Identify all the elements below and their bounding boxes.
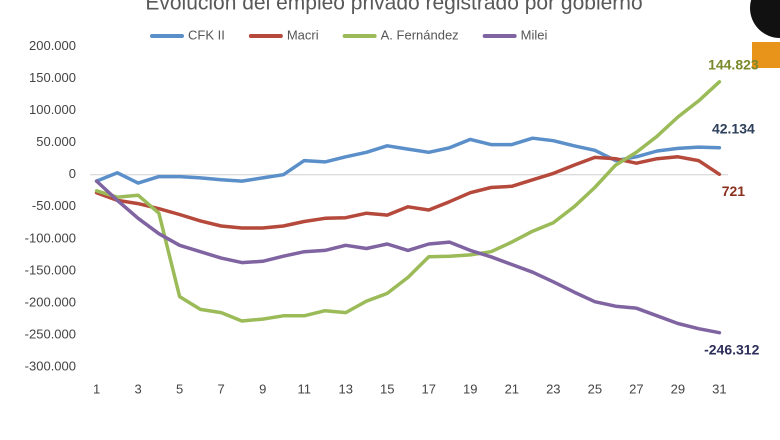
y-tick-label: -300.000: [25, 359, 76, 374]
legend-label: Macri: [287, 27, 319, 42]
value-label: 42.134: [712, 120, 755, 136]
value-label: 721: [722, 183, 746, 199]
y-tick-label: -150.000: [25, 262, 76, 277]
y-tick-label: -250.000: [25, 327, 76, 342]
x-tick-label: 7: [218, 381, 225, 396]
y-tick-label: 0: [69, 166, 76, 181]
legend-label: CFK II: [188, 27, 225, 42]
x-tick-label: 15: [380, 381, 394, 396]
legend-label: A. Fernández: [381, 27, 459, 42]
y-tick-label: 200.000: [29, 38, 76, 53]
x-tick-label: 9: [259, 381, 266, 396]
x-tick-label: 5: [176, 381, 183, 396]
x-tick-label: 31: [712, 381, 726, 396]
y-tick-label: 50.000: [36, 134, 76, 149]
chart-title: Evolución del empleo privado registrado …: [145, 0, 642, 15]
x-tick-label: 17: [422, 381, 436, 396]
x-tick-label: 13: [338, 381, 352, 396]
series-line: [94, 155, 722, 230]
y-tick-label: -50.000: [32, 198, 76, 213]
logo: [750, 0, 780, 38]
y-tick-label: -100.000: [25, 230, 76, 245]
x-tick-label: 11: [297, 381, 311, 396]
y-tick-label: 100.000: [29, 102, 76, 117]
value-label: 144.823: [708, 57, 759, 73]
series-line: [94, 136, 722, 185]
x-tick-label: 23: [546, 381, 560, 396]
series-line: [94, 179, 722, 335]
x-tick-label: 19: [463, 381, 477, 396]
badge: [752, 42, 780, 68]
series-line: [94, 80, 722, 323]
x-tick-label: 29: [671, 381, 685, 396]
value-label: -246.312: [704, 341, 759, 357]
y-tick-label: 150.000: [29, 70, 76, 85]
x-tick-label: 27: [629, 381, 643, 396]
y-tick-label: -200.000: [25, 294, 76, 309]
x-tick-label: 25: [588, 381, 602, 396]
x-tick-label: 1: [93, 381, 100, 396]
plot-area: 200.000 150.000 100.000 50.000 0 -50.000 -100.…: [25, 27, 760, 396]
x-tick-label: 3: [135, 381, 142, 396]
x-tick-label: 21: [505, 381, 519, 396]
legend-label: Milei: [521, 27, 548, 42]
